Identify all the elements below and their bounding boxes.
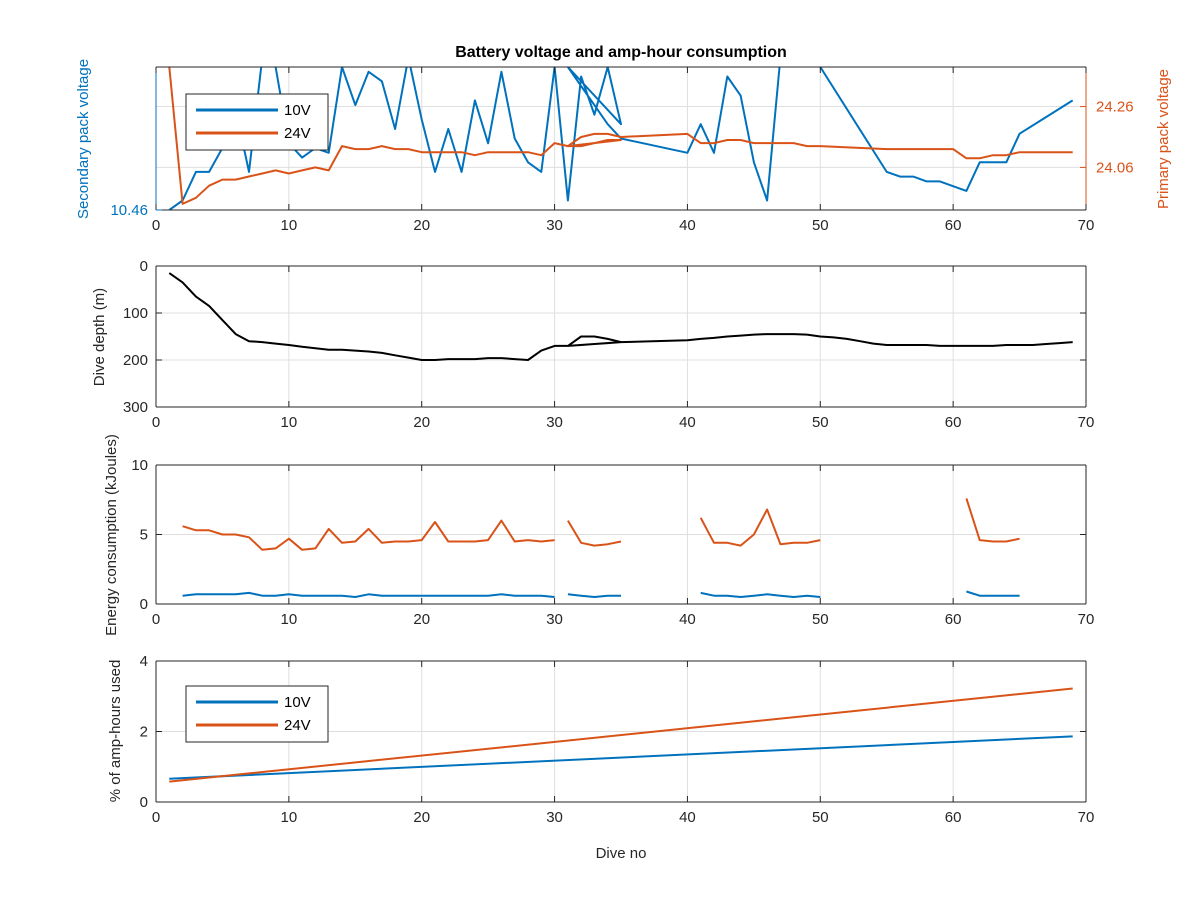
x-tick-label: 30 bbox=[546, 217, 563, 234]
series-line-24v bbox=[965, 498, 1020, 543]
legend-box bbox=[185, 93, 329, 151]
x-tick-label: 20 bbox=[413, 809, 430, 826]
x-tick-label: 60 bbox=[945, 611, 962, 628]
series-line-24v bbox=[168, 67, 1073, 205]
x-axis-label: Dive no bbox=[596, 845, 647, 862]
x-tick-label: 40 bbox=[679, 809, 696, 826]
y-tick-label: 100 bbox=[123, 305, 148, 322]
x-tick-label: 70 bbox=[1078, 217, 1095, 234]
x-tick-label: 20 bbox=[413, 611, 430, 628]
energy-panel: 0 10 20 30 40 50 60 70 0 5 10 bbox=[131, 457, 1094, 628]
series-line-10v bbox=[182, 591, 555, 598]
series-line-24v bbox=[567, 520, 622, 547]
x-tick-label: 50 bbox=[812, 809, 829, 826]
y-axis-label-depth: Dive depth (m) bbox=[91, 288, 108, 386]
series-group bbox=[169, 687, 1073, 783]
x-tick-label: 70 bbox=[1078, 809, 1095, 826]
y-tick-label: 4 bbox=[140, 653, 148, 670]
x-tick-label: 50 bbox=[812, 217, 829, 234]
x-tick-label: 60 bbox=[945, 217, 962, 234]
y-axis-label-energy: Energy consumption (kJoules) bbox=[103, 434, 120, 636]
x-tick-label: 10 bbox=[281, 611, 298, 628]
x-tick-label: 10 bbox=[281, 414, 298, 431]
x-tick-label: 10 bbox=[281, 809, 298, 826]
legend-label-24v: 24V bbox=[284, 717, 311, 734]
y-tick-label: 0 bbox=[140, 794, 148, 811]
series-line-10v bbox=[169, 735, 1073, 780]
y-tick-label: 10 bbox=[131, 457, 148, 474]
x-tick-label: 50 bbox=[812, 611, 829, 628]
y-tick-label: 2 bbox=[140, 724, 148, 741]
x-tick-label: 50 bbox=[812, 414, 829, 431]
y-tick-label: 5 bbox=[140, 527, 148, 544]
y-axis-label-right-voltage: Primary pack voltage bbox=[1155, 69, 1172, 209]
x-tick-label: 0 bbox=[152, 217, 160, 234]
y-tick-label: 300 bbox=[123, 399, 148, 416]
series-line-10v bbox=[567, 593, 621, 598]
y-tick-label: 10.46 bbox=[110, 202, 148, 219]
grid bbox=[156, 465, 1086, 604]
y-axis-label-amp-hours: % of amp-hours used bbox=[107, 660, 124, 803]
series-line-10v bbox=[700, 591, 821, 598]
x-tick-label: 30 bbox=[546, 414, 563, 431]
x-tick-label: 40 bbox=[679, 414, 696, 431]
y-tick-label: 0 bbox=[140, 596, 148, 613]
series-line-24v bbox=[699, 508, 821, 547]
y-tick-label: 200 bbox=[123, 352, 148, 369]
x-tick-label: 40 bbox=[679, 611, 696, 628]
plot-area bbox=[156, 266, 1086, 407]
legend-label-10v: 10V bbox=[284, 102, 311, 119]
x-tick-label: 10 bbox=[281, 217, 298, 234]
x-tick-label: 40 bbox=[679, 217, 696, 234]
series-group bbox=[168, 272, 1073, 361]
x-tick-label: 70 bbox=[1078, 611, 1095, 628]
x-tick-label: 0 bbox=[152, 809, 160, 826]
series-line-10v bbox=[966, 590, 1020, 597]
legend-label-10v: 10V bbox=[284, 694, 311, 711]
x-tick-label: 60 bbox=[945, 414, 962, 431]
y-tick-label-right: 24.06 bbox=[1096, 159, 1134, 176]
x-tick-label: 0 bbox=[152, 414, 160, 431]
series-group bbox=[182, 498, 1020, 598]
legend-box bbox=[185, 685, 329, 743]
x-tick-label: 20 bbox=[413, 414, 430, 431]
chart-title: Battery voltage and amp-hour consumption bbox=[455, 44, 787, 61]
series-group bbox=[168, 67, 1074, 210]
y-axis-label-left-voltage: Secondary pack voltage bbox=[75, 59, 92, 219]
series-line-24v bbox=[169, 687, 1073, 783]
y-tick-label: 0 bbox=[140, 258, 148, 275]
x-tick-label: 30 bbox=[546, 809, 563, 826]
y-tick-label-right: 24.26 bbox=[1096, 99, 1134, 116]
series-line-black bbox=[168, 272, 1073, 361]
series-line-10v bbox=[168, 67, 1074, 210]
x-tick-label: 20 bbox=[413, 217, 430, 234]
legend-label-24v: 24V bbox=[284, 125, 311, 142]
x-tick-label: 60 bbox=[945, 809, 962, 826]
x-tick-label: 0 bbox=[152, 611, 160, 628]
depth-panel: 0 10 20 30 40 50 60 70 0 100 200 300 bbox=[123, 258, 1094, 431]
x-tick-label: 30 bbox=[546, 611, 563, 628]
x-tick-label: 70 bbox=[1078, 414, 1095, 431]
series-line-24v bbox=[182, 519, 555, 551]
